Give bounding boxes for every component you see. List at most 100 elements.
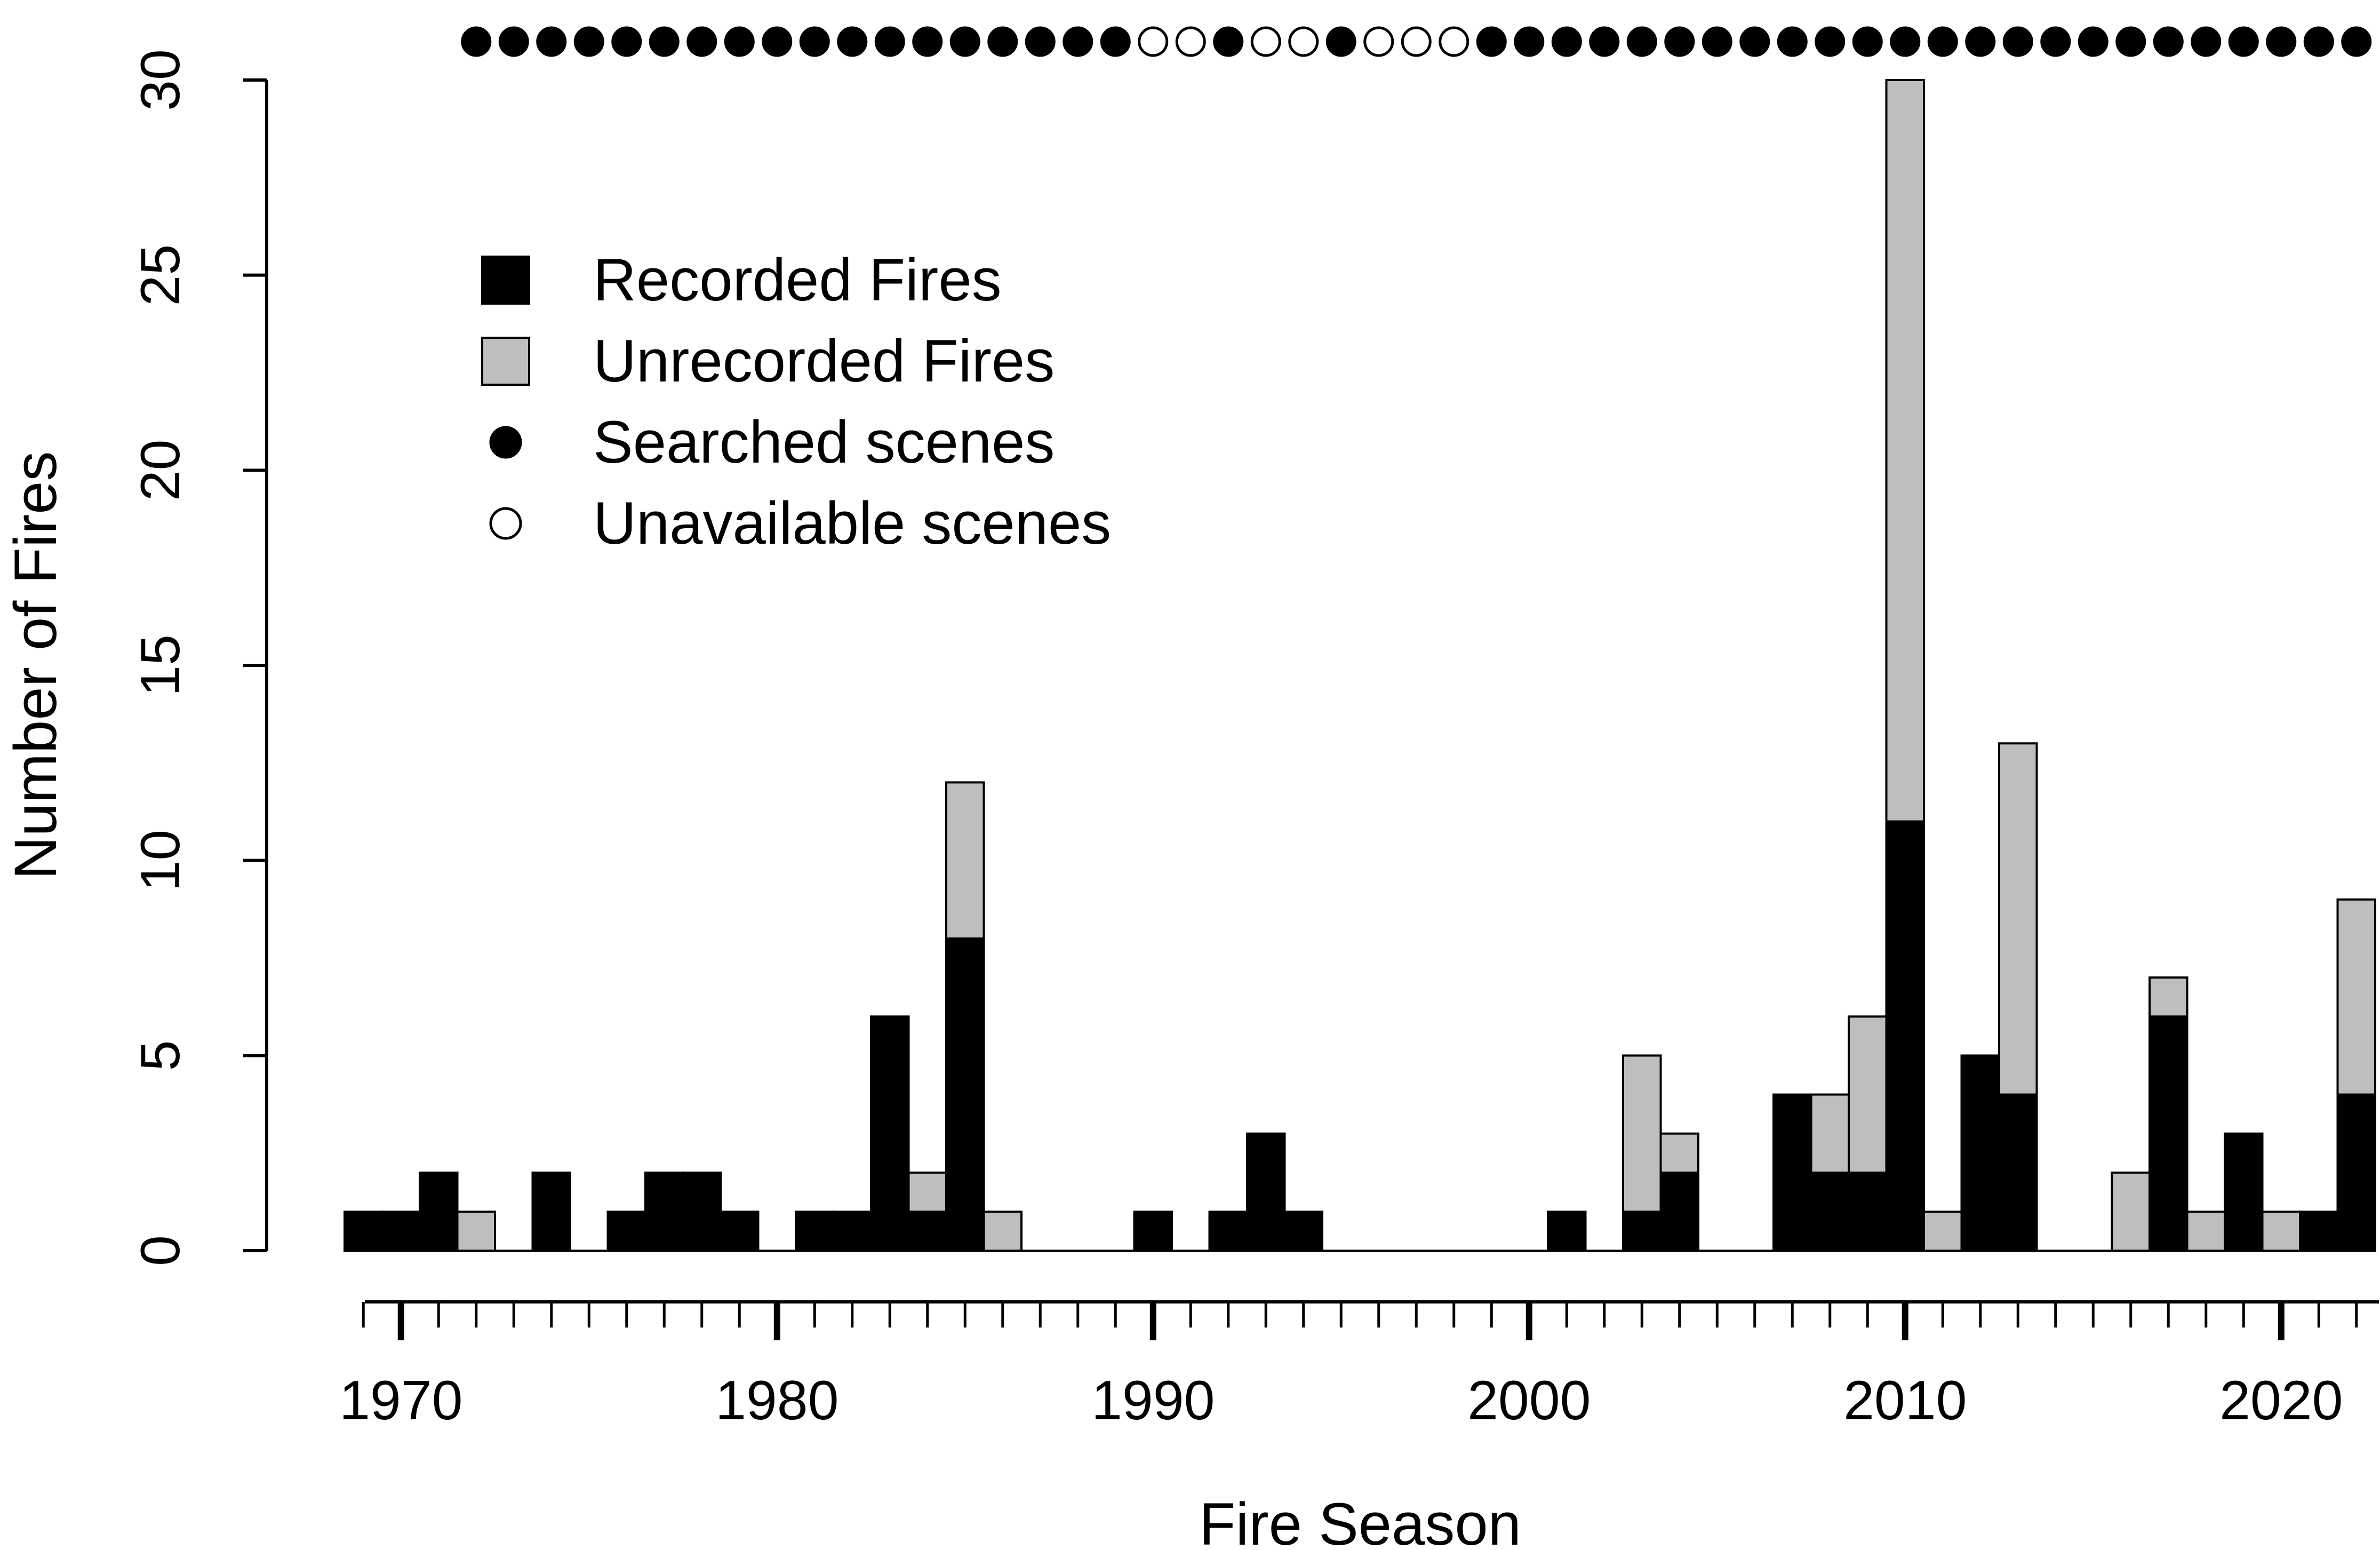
bar-unrecorded-2016	[2111, 1171, 2151, 1252]
bar-unrecorded-2003	[1622, 1054, 1662, 1213]
searched-scene-dot-1985	[949, 26, 980, 57]
y-tick-label-5: 5	[130, 1040, 191, 1071]
searched-scene-dot-2011	[1927, 26, 1958, 57]
scene-availability-row	[461, 26, 2372, 57]
searched-scene-dot-2007	[1777, 26, 1808, 57]
searched-scene-dot-2001	[1551, 26, 1582, 57]
bar-unrecorded-2017	[2149, 976, 2189, 1018]
searched-scene-dot-2013	[2002, 26, 2033, 57]
searched-scene-dot-1982	[837, 26, 868, 57]
searched-scene-dot-1974	[536, 26, 567, 57]
legend-label-0: Recorded Fires	[593, 247, 1002, 313]
bar-recorded-1978	[682, 1171, 722, 1252]
searched-scene-dot-1999	[1476, 26, 1507, 57]
searched-scene-dot-1984	[912, 26, 943, 57]
searched-scene-dot-1989	[1100, 26, 1131, 57]
x-tick-label-2000: 2000	[1467, 1370, 1591, 1432]
bar-unrecorded-1985	[945, 781, 985, 940]
searched-scene-dot-2012	[1965, 26, 1996, 57]
searched-scene-dot-2017	[2153, 26, 2184, 57]
y-axis-ticks: 0 5 10 15 20 25 30	[130, 49, 267, 1266]
bar-recorded-1990	[1133, 1210, 1173, 1252]
searched-scene-dot-2018	[2191, 26, 2222, 57]
x-tick-label-2020: 2020	[2219, 1370, 2343, 1432]
bar-recorded-1974	[531, 1171, 571, 1252]
bar-unrecorded-1986	[983, 1210, 1023, 1252]
searched-scene-dot-1981	[799, 26, 830, 57]
x-axis-ticks: 1970 1980 1990 2000 2010 2020	[339, 1302, 2358, 1432]
bar-unrecorded-2013	[1998, 742, 2038, 1096]
searched-scene-dot-2014	[2040, 26, 2071, 57]
bar-recorded-1971	[419, 1171, 459, 1252]
searched-scene-dot-1992	[1213, 26, 1244, 57]
bar-recorded-1983	[870, 1015, 910, 1252]
y-tick-label-10: 10	[130, 830, 191, 892]
searched-scene-dot-1995	[1325, 26, 1356, 57]
bar-recorded-2012	[1960, 1054, 2000, 1252]
bar-recorded-1984	[907, 1210, 947, 1252]
searched-scene-dot-1972	[461, 26, 492, 57]
searched-scene-dot-1987	[1025, 26, 1056, 57]
y-tick-label-25: 25	[130, 244, 191, 306]
searched-scene-dot-1977	[649, 26, 680, 57]
unavailable-scene-dot-1996	[1363, 26, 1394, 57]
y-tick-label-30: 30	[130, 49, 191, 111]
legend-marker-3	[489, 507, 522, 540]
bar-recorded-1977	[644, 1171, 684, 1252]
legend-label-3: Unavailable scenes	[593, 490, 1111, 557]
unavailable-scene-dot-1993	[1250, 26, 1281, 57]
bar-recorded-1994	[1283, 1210, 1323, 1252]
bar-recorded-2017	[2149, 1015, 2189, 1252]
searched-scene-dot-2004	[1664, 26, 1695, 57]
searched-scene-dot-2005	[1702, 26, 1732, 57]
y-tick-label-15: 15	[130, 634, 191, 696]
bar-unrecorded-2018	[2186, 1210, 2226, 1252]
x-tick-label-2010: 2010	[1843, 1370, 1967, 1432]
bar-recorded-1982	[832, 1210, 872, 1252]
unavailable-scene-dot-1990	[1138, 26, 1169, 57]
searched-scene-dot-1978	[686, 26, 717, 57]
searched-scene-dot-1975	[573, 26, 604, 57]
searched-scene-dot-1976	[611, 26, 642, 57]
bar-unrecorded-1984	[907, 1171, 947, 1213]
unavailable-scene-dot-1991	[1175, 26, 1206, 57]
bar-unrecorded-2009	[1848, 1015, 1888, 1174]
bar-recorded-2004	[1659, 1171, 1699, 1252]
searched-scene-dot-2022	[2341, 26, 2372, 57]
y-tick-label-20: 20	[130, 439, 191, 501]
bar-recorded-2013	[1998, 1093, 2038, 1252]
bar-recorded-2010	[1885, 820, 1925, 1252]
bar-unrecorded-2020	[2261, 1210, 2301, 1252]
legend-label-2: Searched scenes	[593, 409, 1055, 475]
bar-unrecorded-1972	[456, 1210, 496, 1252]
bar-recorded-2009	[1848, 1171, 1888, 1252]
bar-recorded-1992	[1208, 1210, 1248, 1252]
bar-layer	[344, 79, 2376, 1252]
searched-scene-dot-2002	[1589, 26, 1620, 57]
searched-scene-dot-2021	[2303, 26, 2334, 57]
unavailable-scene-dot-1997	[1401, 26, 1432, 57]
searched-scene-dot-1988	[1063, 26, 1093, 57]
searched-scene-dot-2016	[2115, 26, 2146, 57]
x-tick-label-1990: 1990	[1091, 1370, 1215, 1432]
x-tick-label-1980: 1980	[715, 1370, 838, 1432]
searched-scene-dot-1979	[724, 26, 755, 57]
searched-scene-dot-1986	[987, 26, 1018, 57]
y-axis-title: Number of Fires	[2, 451, 69, 880]
searched-scene-dot-1983	[874, 26, 905, 57]
bar-recorded-1981	[795, 1210, 835, 1252]
searched-scene-dot-1980	[762, 26, 793, 57]
bar-recorded-2007	[1772, 1093, 1812, 1252]
bar-unrecorded-2004	[1659, 1132, 1699, 1174]
legend-marker-2	[489, 426, 522, 459]
bar-recorded-2021	[2299, 1210, 2339, 1252]
searched-scene-dot-2008	[1815, 26, 1846, 57]
bar-recorded-1985	[945, 937, 985, 1252]
bar-recorded-2008	[1810, 1171, 1850, 1252]
searched-scene-dot-2010	[1890, 26, 1921, 57]
x-axis-title: Fire Season	[1199, 1491, 1521, 1550]
searched-scene-dot-1973	[498, 26, 529, 57]
legend: Recorded Fires Unrecorded Fires Searched s…	[481, 247, 1111, 557]
searched-scene-dot-2015	[2078, 26, 2109, 57]
